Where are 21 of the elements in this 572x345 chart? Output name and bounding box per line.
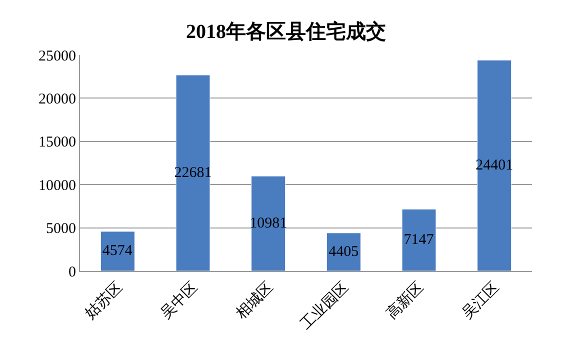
y-tick-label: 0 <box>68 264 76 280</box>
y-tick-label: 5000 <box>46 221 76 238</box>
x-tick-label: 吴江区 <box>458 278 502 322</box>
data-label: 7147 <box>404 232 434 248</box>
x-tick-label: 高新区 <box>383 278 428 322</box>
x-tick-label: 工业园区 <box>297 278 352 334</box>
bar <box>326 232 361 271</box>
y-tick-label: 15000 <box>38 134 76 151</box>
data-label: 4405 <box>328 244 359 260</box>
bar <box>402 209 436 271</box>
bar <box>477 60 512 271</box>
y-tick-label: 10000 <box>38 178 76 194</box>
bar <box>100 231 135 271</box>
bar <box>176 74 210 271</box>
data-label: 4574 <box>102 243 133 260</box>
x-tick-label: 姑苏区 <box>82 278 126 322</box>
x-tick-label: 吴中区 <box>157 278 202 322</box>
chart-title: 2018年各区县住宅成交 <box>186 20 386 44</box>
x-tick-label: 相城区 <box>232 278 276 322</box>
y-tick-label: 20000 <box>38 91 76 108</box>
y-tick-label: 25000 <box>38 48 76 64</box>
